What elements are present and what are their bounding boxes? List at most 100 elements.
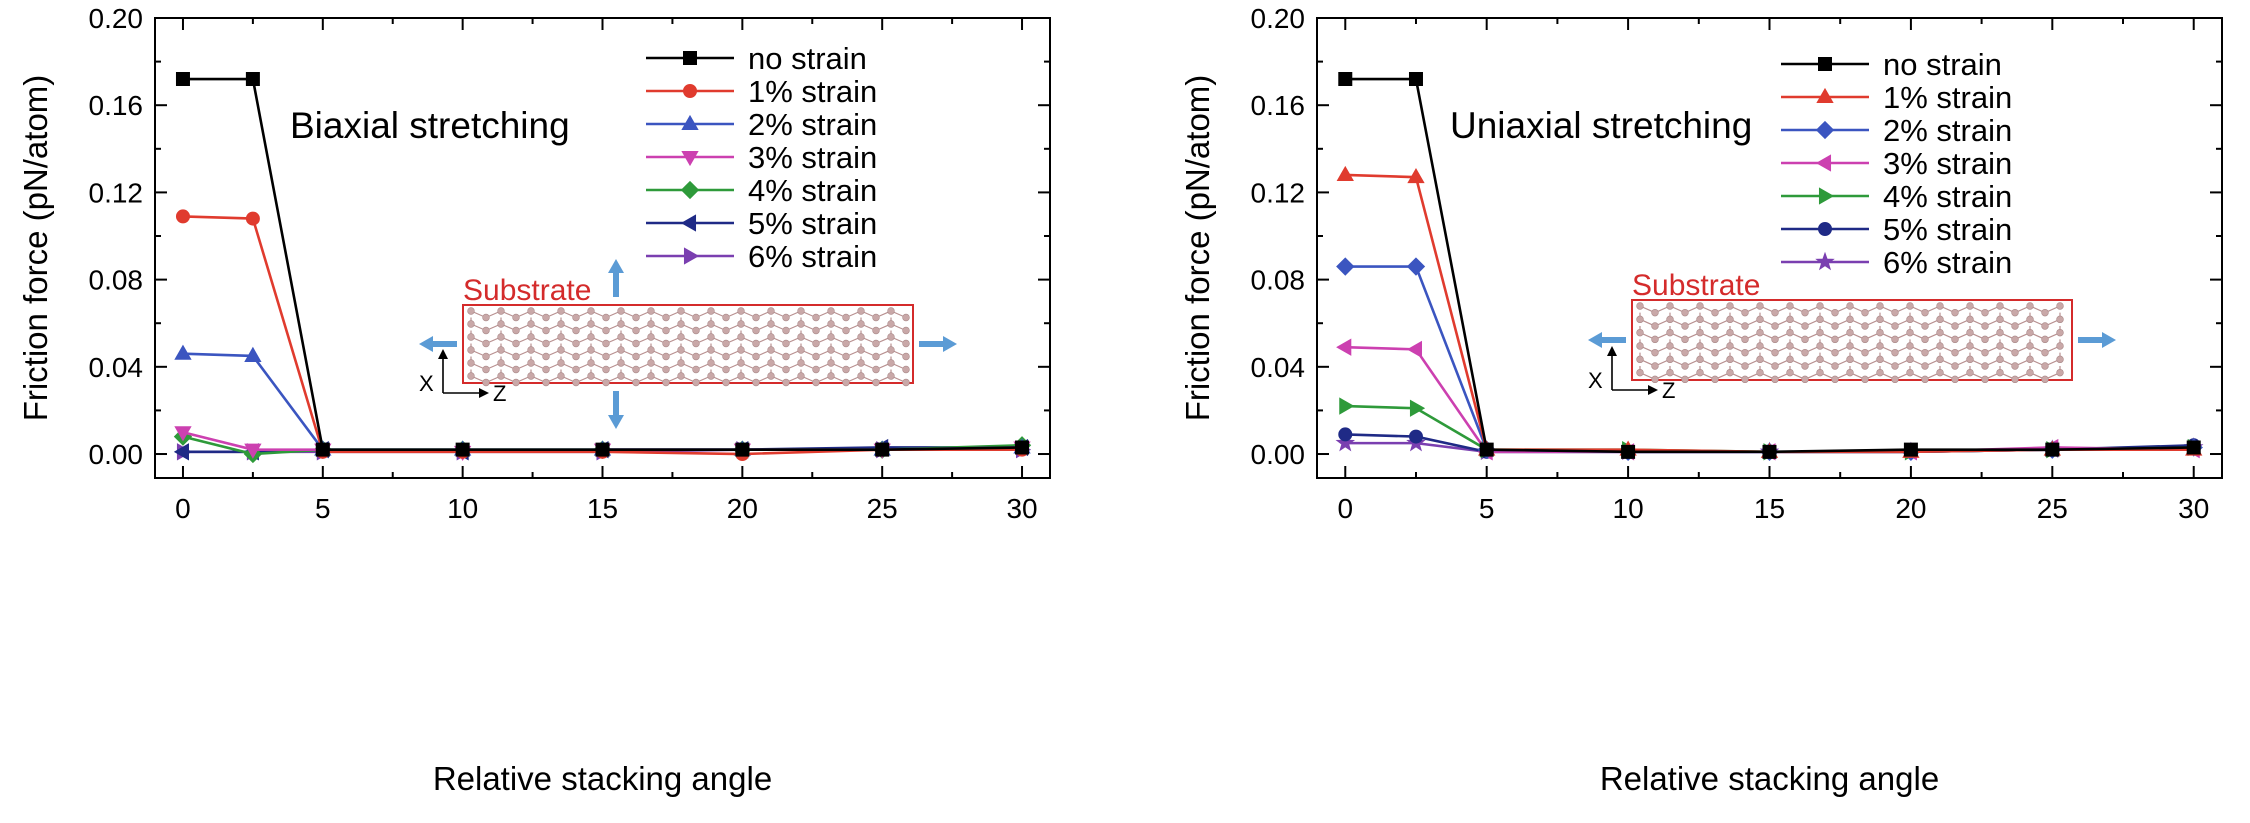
atom	[647, 333, 655, 341]
atom	[1861, 362, 1869, 370]
data-point	[1406, 340, 1423, 359]
atom	[1726, 368, 1734, 377]
atom	[1981, 348, 1989, 357]
atom	[1786, 368, 1794, 377]
atom	[707, 372, 715, 380]
atom	[1741, 348, 1749, 357]
x-axis-label: Relative stacking angle	[433, 760, 772, 797]
atom	[752, 339, 760, 348]
legend-label: 3% strain	[748, 140, 877, 175]
atom	[1756, 302, 1764, 310]
atom	[647, 346, 655, 354]
plot-frame	[1316, 17, 2223, 479]
atom	[707, 359, 715, 367]
atom	[2056, 315, 2064, 324]
atom	[482, 326, 490, 335]
legend-item-5-strain: 5% strain	[646, 206, 877, 241]
atom	[1936, 302, 1944, 310]
atom	[2011, 375, 2019, 384]
coord-arrow-z-icon	[1648, 385, 1658, 395]
atom	[467, 320, 475, 328]
atom	[872, 326, 880, 335]
atom	[1951, 348, 1959, 357]
atom	[1951, 308, 1959, 317]
atom	[1861, 322, 1869, 330]
atom	[1936, 328, 1944, 337]
data-point	[1336, 165, 1354, 181]
legend-item-6-strain: 6% strain	[646, 239, 877, 274]
legend-label: 3% strain	[1883, 146, 2012, 181]
data-point	[1015, 440, 1030, 455]
atom	[1801, 335, 1809, 344]
atom	[2056, 342, 2064, 350]
data-point	[875, 442, 890, 457]
atom	[842, 378, 850, 387]
atom	[1846, 342, 1854, 350]
atom	[1651, 335, 1659, 344]
atom	[512, 326, 520, 335]
atom	[527, 372, 535, 380]
atom	[2011, 348, 2019, 357]
chart-panel-biaxial: 0.00 0.04 0.08 0.12 0.16 0.20 0 5 10 15 20 25 30 Rela…	[0, 0, 1125, 818]
atom	[1756, 328, 1764, 337]
x-tick-label: 5	[315, 493, 331, 524]
atom	[1771, 308, 1779, 317]
coord-label-x: X	[419, 371, 434, 396]
atom	[482, 352, 490, 361]
atom	[1786, 342, 1794, 350]
chart-svg: 0.00 0.04 0.08 0.12 0.16 0.20 0 5 10 15 20 25 30 Rela…	[17, 3, 1051, 797]
data-point	[1339, 397, 1355, 415]
atom	[572, 378, 580, 387]
atom	[857, 307, 865, 315]
atom	[497, 320, 505, 328]
atom	[572, 313, 580, 322]
atom	[1996, 302, 2004, 310]
y-tick-label: 0.12	[89, 177, 144, 208]
atom	[857, 372, 865, 380]
atom	[1921, 375, 1929, 384]
atom	[1771, 322, 1779, 330]
arrow-left-icon	[1588, 332, 1626, 348]
coord-arrow-z-icon	[479, 388, 489, 398]
legend-item-5-strain: 5% strain	[1781, 212, 2012, 247]
arrow-right-icon	[2078, 332, 2116, 348]
atom	[1756, 368, 1764, 377]
atom	[767, 359, 775, 367]
atom	[2026, 302, 2034, 310]
atom	[1696, 368, 1704, 377]
atom	[737, 359, 745, 367]
atom	[587, 359, 595, 367]
atom	[1711, 322, 1719, 330]
atom	[1846, 315, 1854, 324]
atom	[707, 320, 715, 328]
y-tick-label: 0.04	[89, 352, 144, 383]
atom	[1966, 368, 1974, 377]
atom	[827, 346, 835, 354]
atom	[1831, 322, 1839, 330]
substrate-box	[1631, 299, 2073, 381]
atom	[662, 313, 670, 322]
data-point	[1338, 427, 1353, 442]
atom	[1741, 308, 1749, 317]
atom	[1951, 322, 1959, 330]
atom	[902, 326, 910, 335]
atom	[467, 346, 475, 354]
atom	[1816, 342, 1824, 350]
atom	[1861, 308, 1869, 317]
y-axis-label: Friction force (pN/atom)	[17, 75, 54, 422]
atom	[1681, 322, 1689, 330]
atom	[1756, 342, 1764, 350]
legend-label: no strain	[748, 41, 867, 76]
atom	[1876, 368, 1884, 377]
atom	[887, 307, 895, 315]
legend-marker	[680, 214, 697, 232]
atom	[482, 378, 490, 387]
atom	[1846, 302, 1854, 310]
legend-label: 6% strain	[1883, 245, 2012, 280]
atom	[737, 320, 745, 328]
atom	[1636, 355, 1644, 364]
atom	[902, 313, 910, 322]
atom	[587, 320, 595, 328]
atom	[1906, 315, 1914, 324]
atom	[722, 352, 730, 361]
